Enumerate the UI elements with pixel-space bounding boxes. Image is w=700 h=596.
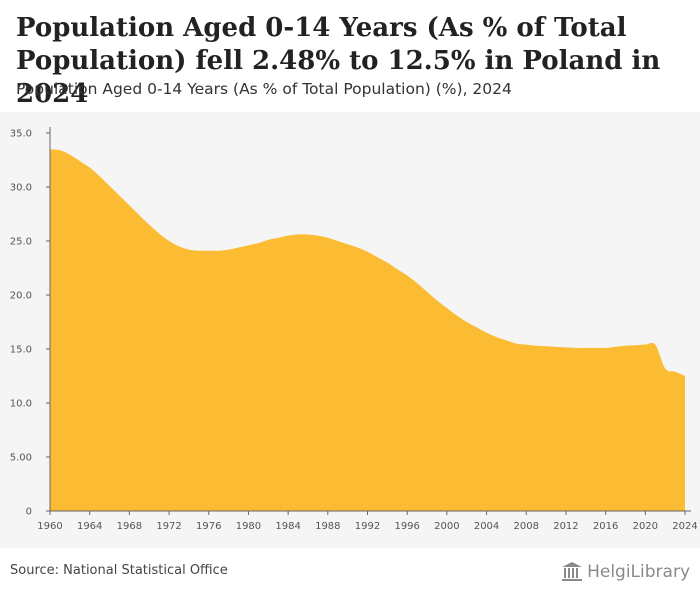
source-note: Source: National Statistical Office [10, 563, 228, 578]
y-tick-label: 5.00 [10, 453, 32, 464]
x-tick-label: 2008 [514, 521, 539, 532]
area-series [50, 149, 685, 511]
y-tick-label: 30.0 [10, 183, 32, 194]
y-tick-label: 25.0 [10, 237, 32, 248]
x-tick-label: 2016 [593, 521, 618, 532]
x-tick-label: 2020 [633, 521, 658, 532]
y-tick-label: 35.0 [10, 129, 32, 140]
y-tick-label: 10.0 [10, 399, 32, 410]
x-tick-label: 1968 [117, 521, 142, 532]
x-tick-label: 1996 [394, 521, 419, 532]
x-tick-label: 1972 [156, 521, 181, 532]
area-fill [50, 149, 685, 511]
x-axis-ticks: 1960 1964 1968 1972 1976 1980 1984 1988 1992 1996… [37, 511, 698, 532]
chart-subtitle: Population Aged 0-14 Years (As % of Tota… [16, 80, 512, 98]
x-tick-label: 2024 [672, 521, 697, 532]
chart-title: Population Aged 0-14 Years (As % of Tota… [16, 13, 661, 109]
library-building-icon [562, 562, 583, 581]
x-tick-label: 2012 [553, 521, 578, 532]
x-tick-label: 1960 [37, 521, 62, 532]
x-tick-label: 1976 [196, 521, 221, 532]
x-tick-label: 1988 [315, 521, 340, 532]
y-axis-ticks: 0 5.00 10.0 15.0 20.0 25.0 30.0 35.0 [10, 129, 50, 518]
x-tick-label: 1992 [355, 521, 380, 532]
y-tick-label: 15.0 [10, 345, 32, 356]
y-tick-label: 0 [26, 507, 32, 518]
y-tick-label: 20.0 [10, 291, 32, 302]
x-tick-label: 2000 [434, 521, 459, 532]
x-tick-label: 1984 [275, 521, 300, 532]
x-tick-label: 1980 [236, 521, 261, 532]
x-tick-label: 1964 [77, 521, 102, 532]
helgi-library-logo[interactable]: HelgiLibrary [561, 560, 690, 584]
logo-text: HelgiLibrary [587, 562, 690, 582]
x-tick-label: 2004 [474, 521, 499, 532]
